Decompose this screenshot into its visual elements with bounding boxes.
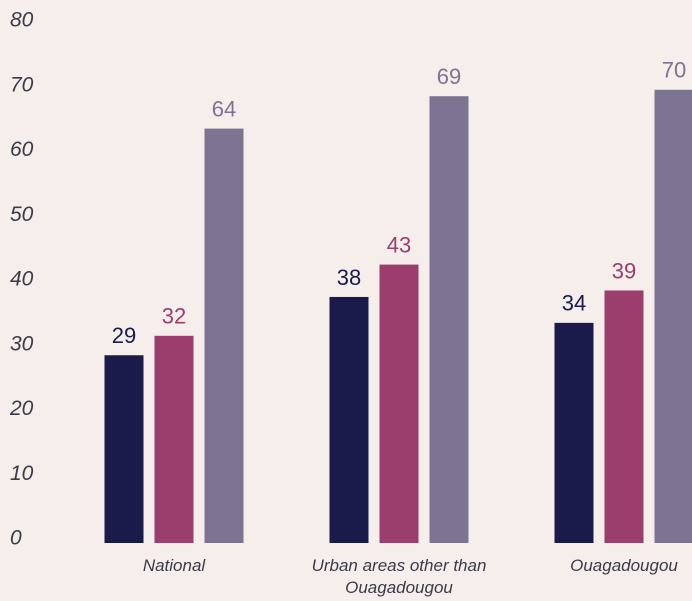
bar	[654, 89, 692, 543]
y-tick-label: 80	[10, 9, 34, 32]
y-tick-label: 30	[10, 332, 34, 355]
value-label: 39	[612, 258, 636, 283]
bar	[379, 264, 419, 543]
bar	[104, 355, 144, 543]
y-tick-label: 20	[9, 397, 34, 420]
value-label: 43	[387, 232, 411, 257]
bar	[329, 296, 369, 543]
value-label: 32	[162, 304, 186, 329]
y-tick-label: 10	[10, 462, 34, 485]
x-tick-label: National	[142, 556, 206, 575]
bar	[554, 322, 594, 543]
y-tick-label: 60	[10, 138, 34, 161]
x-tick-label: Urban areas other than Ouagadougou	[311, 556, 487, 597]
bar	[429, 96, 469, 543]
y-tick-label: 50	[10, 203, 34, 226]
value-label: 29	[112, 323, 136, 348]
y-tick-label: 40	[10, 268, 34, 291]
bar	[204, 128, 244, 543]
value-label: 70	[662, 58, 686, 83]
bar	[154, 335, 194, 543]
value-label: 34	[562, 291, 586, 316]
value-label: 38	[337, 265, 361, 290]
y-tick-label: 0	[10, 527, 22, 550]
value-label: 69	[437, 64, 461, 89]
value-label: 64	[212, 96, 236, 121]
y-tick-label: 70	[10, 73, 34, 96]
x-tick-label: Ouagadougou	[570, 556, 678, 575]
bar	[604, 290, 644, 543]
